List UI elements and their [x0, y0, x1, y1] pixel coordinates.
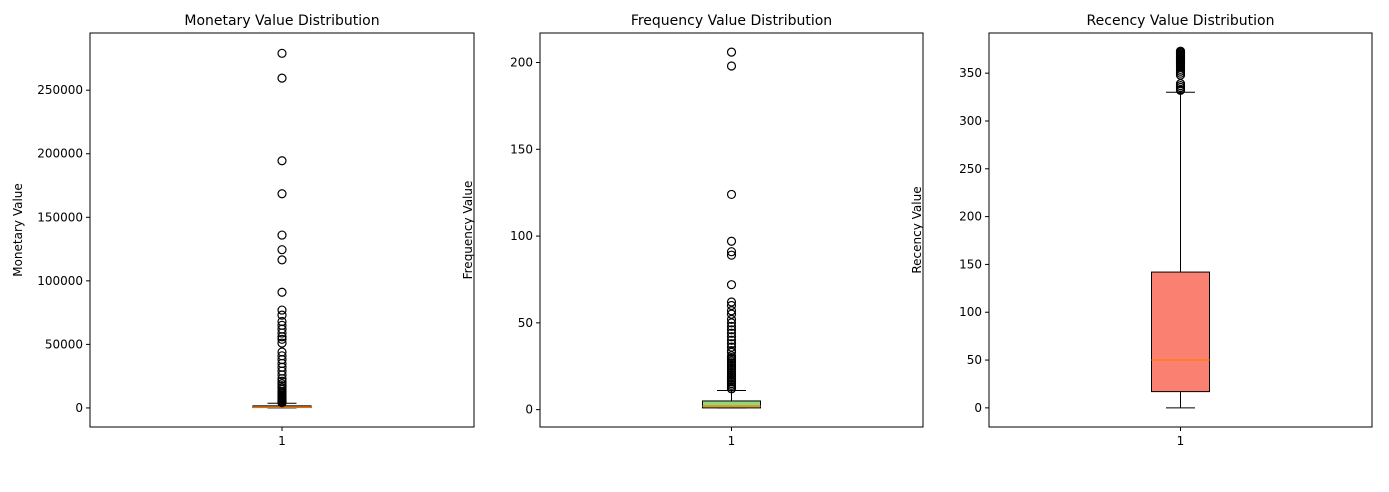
outlier-point [726, 347, 737, 357]
y-axis-label: Monetary Value [11, 183, 25, 277]
outlier-point [277, 305, 287, 315]
outlier-point [726, 250, 737, 260]
outlier-point [726, 47, 737, 57]
chart-title: Recency Value Distribution [1087, 13, 1275, 29]
y-tick-label: 200 [959, 210, 982, 224]
outlier-point [726, 247, 737, 257]
chart-title: Monetary Value Distribution [184, 13, 379, 29]
y-tick-label: 250 [959, 162, 982, 176]
outlier-point [277, 397, 287, 408]
chart-title: Frequency Value Distribution [631, 13, 832, 29]
y-tick-label: 0 [525, 403, 533, 417]
outlier-point [726, 61, 737, 71]
outlier-point [726, 318, 737, 328]
outlier-point [277, 73, 287, 83]
outlier-point [726, 306, 737, 316]
y-tick-label: 100 [959, 305, 982, 319]
outlier-point [277, 230, 287, 240]
chart-panel-2: Frequency Value Distribution Frequency Va… [461, 13, 924, 448]
outlier-point [277, 338, 287, 348]
outlier-point [726, 384, 737, 394]
y-tick-label: 100000 [37, 274, 83, 288]
outlier-point [726, 280, 737, 290]
outlier-point [1175, 85, 1186, 95]
outlier-point [1175, 70, 1186, 80]
axes-frame [988, 32, 1373, 428]
y-tick-label: 350 [959, 66, 982, 80]
outlier-point [277, 328, 287, 338]
chart-panel-1: Monetary Value Distribution Monetary Valu… [11, 13, 475, 448]
outlier-point [277, 48, 287, 58]
x-tick-label: 1 [1177, 434, 1185, 448]
outlier-point [726, 335, 737, 345]
outlier-point [726, 328, 737, 338]
outlier-point [726, 189, 737, 200]
outlier-point [726, 297, 737, 307]
outlier-point [726, 332, 737, 342]
box [1151, 271, 1210, 393]
y-tick-label: 150 [959, 257, 982, 271]
outlier-point [726, 314, 737, 324]
y-tick-label: 200 [510, 56, 533, 70]
box [702, 400, 761, 409]
y-tick-label: 300 [959, 114, 982, 128]
y-axis-label: Recency Value [910, 186, 924, 273]
outlier-point [277, 310, 287, 320]
x-tick-label: 1 [728, 434, 736, 448]
y-tick-label: 0 [75, 401, 83, 415]
outlier-point [277, 287, 287, 297]
outlier-point [277, 189, 287, 199]
y-tick-label: 100 [510, 229, 533, 243]
outlier-point [277, 245, 287, 255]
outlier-point [726, 342, 737, 352]
chart-panel-3: Recency Value Distribution Recency Value 0… [910, 13, 1373, 448]
outlier-point [277, 374, 287, 384]
outlier-point [277, 156, 287, 166]
y-tick-label: 250000 [37, 83, 83, 97]
x-tick-label: 1 [278, 434, 286, 448]
y-tick-label: 150 [510, 142, 533, 156]
outlier-point [277, 332, 287, 342]
outlier-point [726, 309, 737, 319]
y-tick-label: 200000 [37, 147, 83, 161]
outlier-point [726, 236, 737, 246]
y-tick-label: 50 [967, 353, 982, 367]
outlier-point [277, 255, 287, 265]
outlier-point [726, 325, 737, 335]
outlier-point [726, 321, 737, 331]
outlier-point [726, 339, 737, 349]
outlier-point [277, 334, 287, 344]
axes-frame [539, 32, 924, 428]
y-axis-label: Frequency Value [461, 181, 475, 280]
y-tick-label: 0 [974, 401, 982, 415]
y-tick-label: 50000 [45, 337, 83, 351]
axes-frame [89, 32, 475, 428]
outlier-point [726, 300, 737, 311]
y-tick-label: 50 [518, 316, 533, 330]
outlier-point [277, 370, 287, 380]
y-tick-label: 150000 [37, 210, 83, 224]
